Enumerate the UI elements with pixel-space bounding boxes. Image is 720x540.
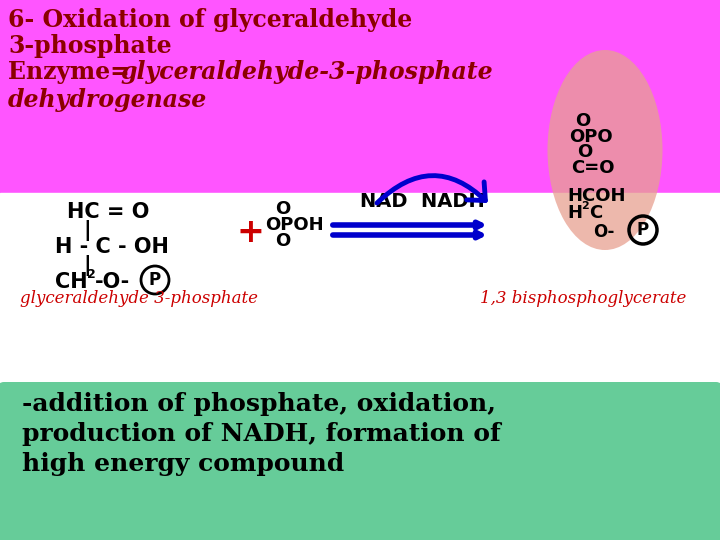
FancyBboxPatch shape <box>0 382 720 540</box>
Text: NAD  NADH: NAD NADH <box>360 192 485 211</box>
Text: O: O <box>577 143 593 161</box>
Text: HC = O: HC = O <box>67 202 149 222</box>
Text: P: P <box>149 271 161 289</box>
Text: P: P <box>637 221 649 239</box>
Text: O: O <box>275 200 290 218</box>
FancyArrowPatch shape <box>377 176 485 203</box>
Text: 2: 2 <box>87 268 96 281</box>
Text: OPO: OPO <box>569 128 613 146</box>
Text: H - C - OH: H - C - OH <box>55 237 169 257</box>
Text: 6- Oxidation of glyceraldehyde: 6- Oxidation of glyceraldehyde <box>8 8 413 32</box>
Text: Enzyme=: Enzyme= <box>8 60 138 84</box>
Text: -O-: -O- <box>95 272 130 292</box>
Text: HCOH: HCOH <box>567 187 626 205</box>
Text: H: H <box>567 204 582 222</box>
Text: 2: 2 <box>581 201 589 211</box>
Text: |: | <box>83 255 91 276</box>
Text: O: O <box>575 112 590 130</box>
Text: glyceraldehyde-3-phosphate: glyceraldehyde-3-phosphate <box>120 60 492 84</box>
Text: CH: CH <box>55 272 88 292</box>
Text: production of NADH, formation of: production of NADH, formation of <box>22 422 500 446</box>
Text: high energy compound: high energy compound <box>22 452 344 476</box>
Text: dehydrogenase: dehydrogenase <box>8 88 207 112</box>
Text: +: + <box>237 215 265 248</box>
Bar <box>0 0 720 345</box>
Text: 3-phosphate: 3-phosphate <box>8 34 171 58</box>
Text: C=O: C=O <box>571 159 614 177</box>
Text: O-: O- <box>593 223 614 241</box>
Text: glyceraldehyde 3-phosphate: glyceraldehyde 3-phosphate <box>20 290 258 307</box>
Text: -addition of phosphate, oxidation,: -addition of phosphate, oxidation, <box>22 392 496 416</box>
Text: C: C <box>589 204 602 222</box>
Text: O: O <box>275 232 290 250</box>
Text: |: | <box>83 220 91 241</box>
Ellipse shape <box>547 50 662 250</box>
Bar <box>0 193 720 388</box>
Text: OPOH: OPOH <box>265 216 323 234</box>
Text: 1,3 bisphosphoglycerate: 1,3 bisphosphoglycerate <box>480 290 686 307</box>
